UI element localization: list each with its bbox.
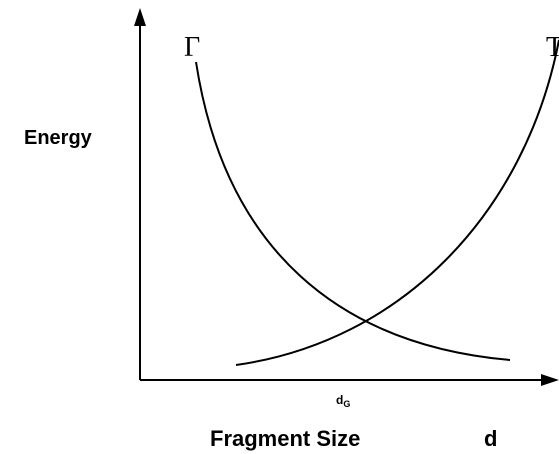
t-curve	[235, 39, 559, 366]
t-label: T	[546, 32, 559, 63]
gamma-curve	[195, 61, 511, 361]
x-axis-arrow	[541, 374, 559, 386]
crossing-label: dG	[336, 393, 350, 409]
crossing-label-main: d	[336, 393, 343, 407]
gamma-label: Γ	[184, 32, 200, 63]
x-axis-symbol: d	[484, 426, 497, 451]
y-axis-label: Energy	[24, 127, 93, 149]
y-axis-arrow	[134, 8, 146, 26]
crossing-label-subscript: G	[343, 399, 350, 409]
x-axis-label: Fragment Size	[210, 426, 360, 451]
drawing: Energy Γ T dG Fragment Size d	[24, 8, 559, 451]
